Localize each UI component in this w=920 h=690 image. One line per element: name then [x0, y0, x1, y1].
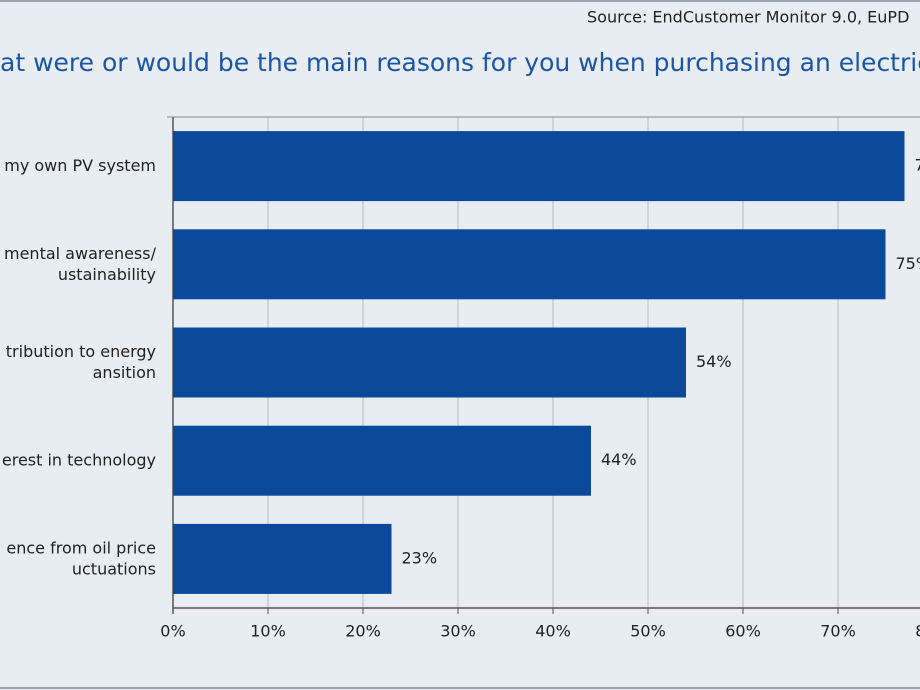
source: Source: EndCustomer Monitor 9.0, EuPD — [587, 8, 909, 27]
y-tick-label-line: my own PV system — [4, 156, 156, 175]
value-label: 54% — [696, 352, 732, 371]
x-tick-label: 60% — [725, 622, 761, 641]
x-tick-label: 20% — [345, 622, 381, 641]
bar — [173, 425, 591, 496]
x-tick-label: 50% — [630, 622, 666, 641]
y-tick-label: ence from oil price uctuations — [6, 538, 156, 578]
x-tick-label: 30% — [440, 622, 476, 641]
bar — [173, 523, 392, 594]
x-tick-label: 10% — [250, 622, 286, 641]
bar — [173, 327, 686, 398]
chart-title: at were or would be the main reasons for… — [0, 48, 920, 77]
x-tick-label: 70% — [820, 622, 856, 641]
bar — [173, 229, 886, 300]
x-tick-label: 40% — [535, 622, 571, 641]
y-tick-label: mental awareness/ustainability — [4, 243, 157, 283]
y-tick-label-line: uctuations — [72, 559, 156, 578]
y-tick-label-line: tribution to energy — [6, 342, 156, 361]
y-tick-label-line: ence from oil price — [6, 538, 156, 557]
y-tick-label-line: ustainability — [58, 264, 156, 283]
value-label: 44% — [601, 450, 637, 469]
y-tick-label: tribution to energy ansition — [6, 342, 156, 382]
value-label: 77% — [915, 156, 920, 175]
y-tick-label-line: erest in technology — [2, 450, 156, 469]
value-label: 75% — [896, 254, 920, 273]
y-tick-label-line: mental awareness/ — [4, 243, 157, 262]
x-tick-label: 80% — [915, 622, 920, 641]
bar — [173, 131, 905, 202]
y-tick-label: erest in technology — [2, 450, 156, 469]
value-label: 23% — [402, 548, 438, 567]
x-tick-label: 0% — [160, 622, 185, 641]
y-tick-label: my own PV system — [4, 156, 156, 175]
y-tick-label-line: ansition — [93, 363, 156, 382]
